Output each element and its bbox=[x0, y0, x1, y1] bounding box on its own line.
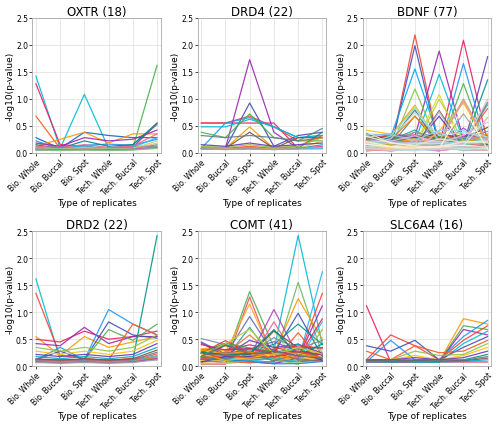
Title: OXTR (18): OXTR (18) bbox=[66, 6, 126, 18]
X-axis label: Type of replicates: Type of replicates bbox=[387, 412, 467, 420]
X-axis label: Type of replicates: Type of replicates bbox=[222, 199, 302, 207]
Y-axis label: -log10(p-value): -log10(p-value) bbox=[171, 265, 180, 334]
Y-axis label: -log10(p-value): -log10(p-value) bbox=[6, 265, 15, 334]
Y-axis label: -log10(p-value): -log10(p-value) bbox=[336, 265, 345, 334]
Y-axis label: -log10(p-value): -log10(p-value) bbox=[171, 52, 180, 121]
Title: DRD4 (22): DRD4 (22) bbox=[231, 6, 292, 18]
X-axis label: Type of replicates: Type of replicates bbox=[222, 412, 302, 420]
Title: SLC6A4 (16): SLC6A4 (16) bbox=[390, 219, 464, 231]
Title: COMT (41): COMT (41) bbox=[230, 219, 293, 231]
Y-axis label: -log10(p-value): -log10(p-value) bbox=[6, 52, 15, 121]
X-axis label: Type of replicates: Type of replicates bbox=[56, 199, 136, 207]
X-axis label: Type of replicates: Type of replicates bbox=[387, 199, 467, 207]
Title: BDNF (77): BDNF (77) bbox=[396, 6, 458, 18]
Y-axis label: -log10(p-value): -log10(p-value) bbox=[336, 52, 345, 121]
X-axis label: Type of replicates: Type of replicates bbox=[56, 412, 136, 420]
Title: DRD2 (22): DRD2 (22) bbox=[66, 219, 128, 231]
